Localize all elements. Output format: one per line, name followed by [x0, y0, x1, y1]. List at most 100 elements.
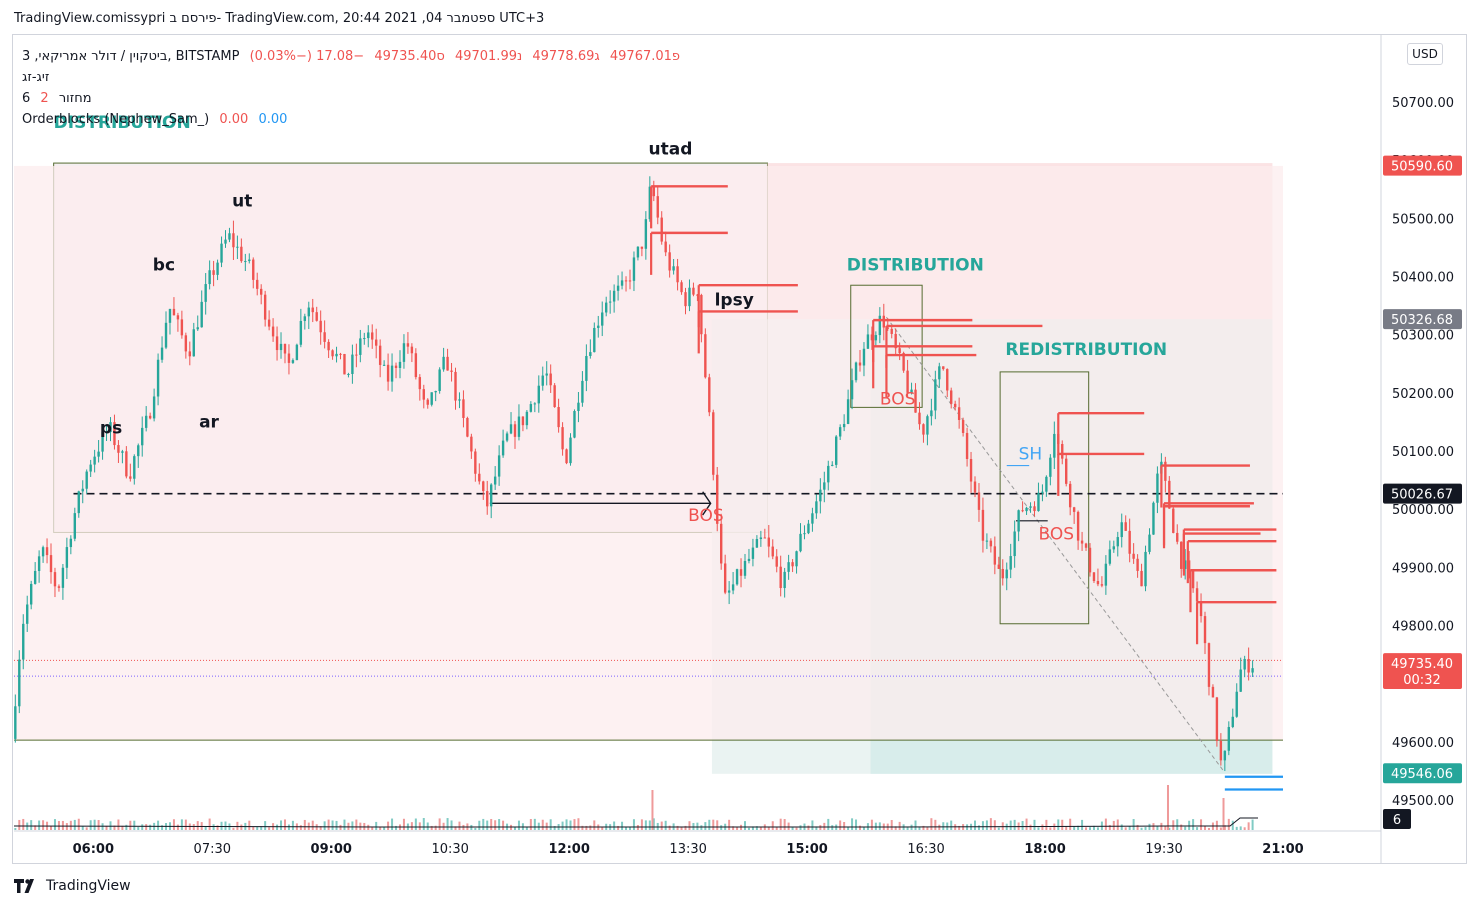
- candle-body: [29, 583, 33, 605]
- volume-bar: [69, 820, 72, 830]
- volume-bar: [1065, 826, 1068, 830]
- candle-body: [862, 348, 866, 366]
- open-value: פ49767.01: [609, 49, 681, 64]
- volume-bar: [1069, 818, 1072, 830]
- candle-body: [517, 416, 521, 437]
- volume-bar: [14, 827, 17, 830]
- candle-body: [69, 538, 73, 548]
- volume-bar: [922, 825, 925, 830]
- candle-body: [874, 335, 878, 341]
- volume-bar: [1223, 825, 1226, 830]
- volume-bar: [1132, 819, 1135, 830]
- volume-bar: [442, 822, 445, 830]
- volume-bar: [1148, 823, 1151, 830]
- candle-body: [735, 569, 739, 585]
- volume-bar: [621, 821, 624, 830]
- candle-body: [41, 547, 45, 557]
- volume-bar: [1156, 826, 1159, 830]
- volume-bar: [561, 821, 564, 830]
- volume-bar: [859, 825, 861, 830]
- candle-body: [287, 353, 291, 363]
- volume-bar: [827, 818, 830, 830]
- candle-body: [763, 537, 767, 539]
- candle-body: [644, 219, 648, 249]
- indicator-volume-value-2: 6: [22, 91, 31, 106]
- volume-bar: [1033, 819, 1036, 830]
- candle-body: [1013, 531, 1016, 557]
- volume-bar: [656, 822, 659, 830]
- volume-bar: [1108, 824, 1111, 830]
- legend-indicator-orderblocks[interactable]: Orderblocks (Nephew_Sam_) 0.00 0.00: [22, 109, 680, 130]
- candle-body: [148, 415, 152, 419]
- candle-body: [799, 533, 802, 552]
- brand-footer[interactable]: TradingView: [14, 878, 131, 894]
- volume-bar: [252, 826, 255, 830]
- volume-bar: [870, 819, 873, 830]
- candle-body: [168, 308, 172, 323]
- candle-body: [482, 481, 485, 492]
- price-label-text-0: 50590.60: [1391, 160, 1453, 175]
- volume-bar: [851, 818, 854, 830]
- volume-bar: [216, 825, 219, 830]
- candle-body: [33, 570, 37, 584]
- candle-body: [581, 380, 584, 403]
- volume-bar: [545, 822, 548, 830]
- volume-bar: [1120, 824, 1123, 830]
- candle-body: [692, 287, 695, 295]
- legend-indicator-volume[interactable]: מחזור 2 6: [22, 88, 680, 109]
- candle-body: [1211, 686, 1215, 698]
- volume-bar: [878, 822, 881, 830]
- annotation-lpsy-6: lpsy: [715, 291, 754, 311]
- volume-bar: [767, 827, 770, 830]
- volume-bar: [533, 818, 536, 830]
- x-tick-label: 10:30: [431, 842, 468, 857]
- candle-body: [53, 572, 57, 587]
- low-value: נ49701.99: [454, 49, 523, 64]
- volume-bar: [34, 825, 37, 830]
- volume-spike-1: [1166, 785, 1169, 830]
- candle-body: [458, 399, 461, 401]
- annotation-bos-10: BOS: [880, 389, 916, 409]
- price-label-box-2: [1383, 483, 1462, 504]
- volume-bar: [1168, 827, 1171, 830]
- volume-bar: [291, 820, 294, 830]
- symbol-name[interactable]: ביטקוין / דולר אמריקאי, 3, BITSTAMP: [22, 49, 240, 64]
- x-tick-label: 13:30: [669, 842, 706, 857]
- candle-body: [739, 569, 743, 576]
- candle-body: [430, 392, 433, 405]
- volume-bar: [736, 826, 739, 830]
- candle-body: [688, 287, 691, 307]
- volume-bar: [1219, 827, 1222, 830]
- candle-body: [339, 353, 342, 355]
- candle-body: [640, 246, 644, 249]
- candle-body: [636, 246, 640, 258]
- x-tick-label: 16:30: [907, 842, 944, 857]
- candle-body: [438, 369, 441, 391]
- volume-bar: [1231, 820, 1234, 830]
- legend-indicator-zigzag[interactable]: זיג-זג: [22, 67, 680, 88]
- candle-body: [1112, 546, 1115, 550]
- change-value: −17.08 (−0.03%): [249, 49, 365, 64]
- volume-bar: [276, 824, 279, 830]
- candle-body: [1108, 549, 1112, 564]
- volume-bar: [109, 821, 112, 830]
- volume-bar: [946, 822, 949, 830]
- volume-bar: [1021, 821, 1024, 830]
- volume-bar: [93, 819, 96, 830]
- volume-bar: [930, 818, 933, 830]
- candle-body: [846, 399, 850, 424]
- candle-body: [37, 556, 41, 571]
- volume-bar: [375, 821, 378, 830]
- volume-bar: [747, 827, 750, 830]
- candle-body: [668, 252, 671, 271]
- volume-bar: [898, 821, 901, 830]
- currency-button[interactable]: USD: [1407, 43, 1443, 65]
- volume-bar: [1077, 825, 1080, 830]
- y-tick-label: 50100.00: [1392, 445, 1454, 460]
- candle-body: [331, 350, 334, 357]
- candle-body: [184, 335, 188, 352]
- tradingview-logo-icon: [14, 879, 34, 893]
- volume-bar: [1247, 822, 1250, 830]
- candle-body: [652, 186, 655, 197]
